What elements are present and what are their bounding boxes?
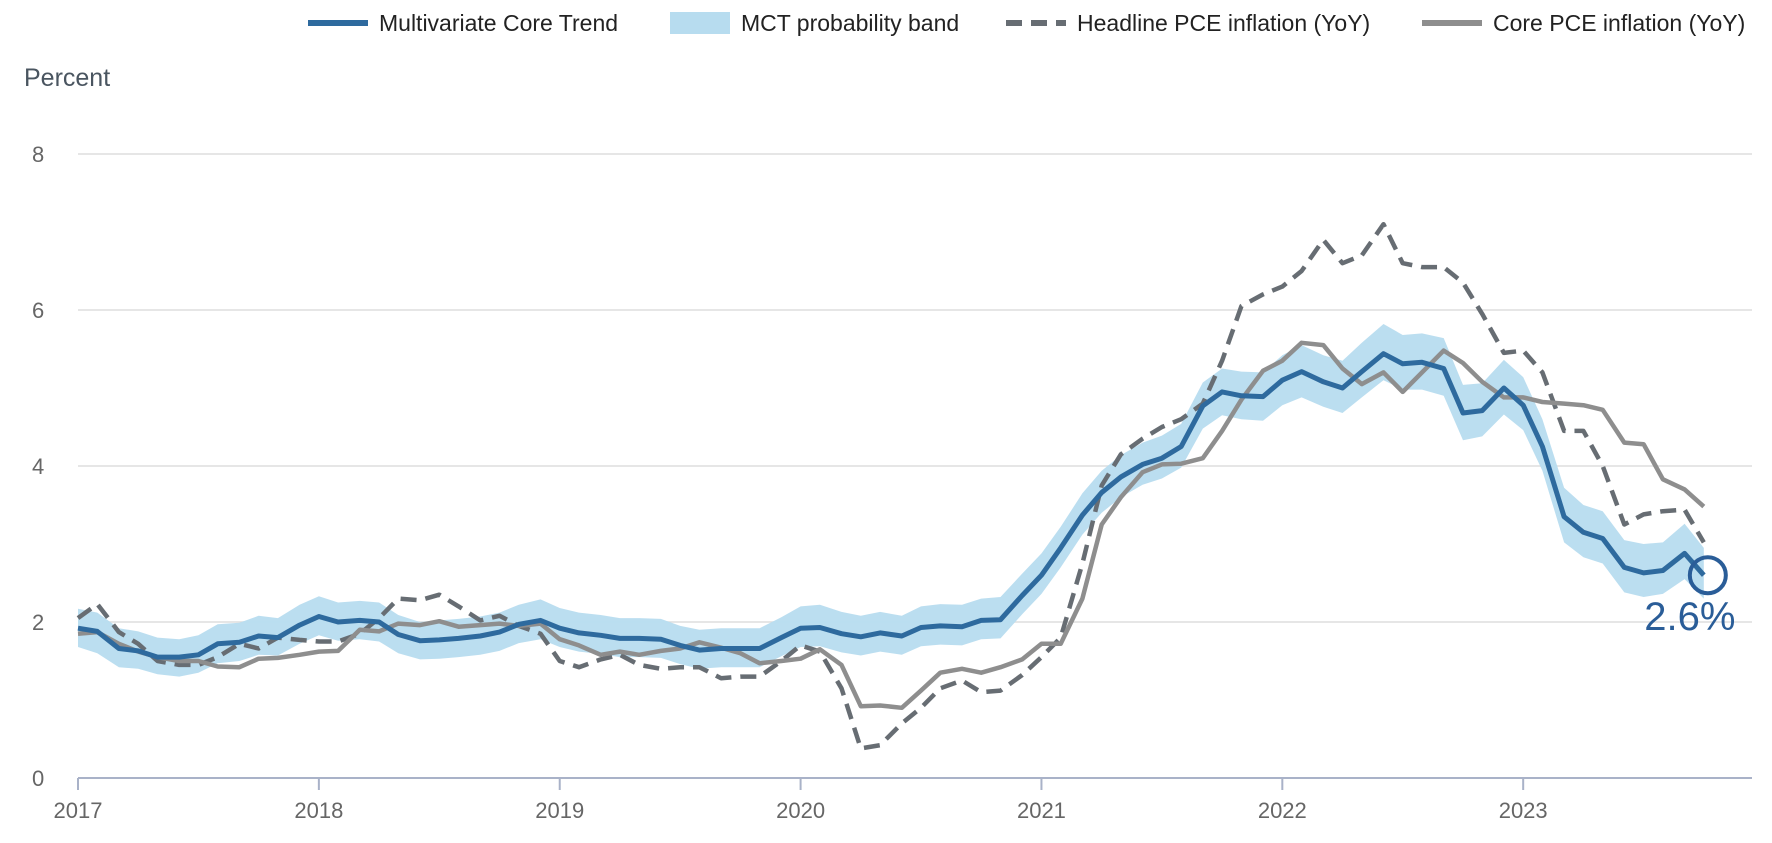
legend-item-headline: Headline PCE inflation (YoY) [1006,10,1370,36]
legend: Multivariate Core Trend MCT probability b… [308,10,1745,36]
axes: 2017 2018 2019 2020 2021 2022 2023 [54,777,1752,823]
y-tick-label: 0 [32,766,44,791]
y-axis-label: Percent [24,64,110,92]
last-value-callout: 2.6% [1644,595,1735,639]
x-tick-label: 2020 [776,798,825,823]
legend-label: Headline PCE inflation (YoY) [1077,10,1370,36]
legend-item-core: Core PCE inflation (YoY) [1422,10,1745,36]
legend-item-mct: Multivariate Core Trend [308,10,618,36]
core-series-line [77,340,1706,711]
x-tick-label: 2018 [294,798,343,823]
headline-series-line [76,221,1706,751]
y-tick-label: 8 [32,142,44,167]
mct-probability-band [78,324,1704,677]
legend-label: MCT probability band [741,10,959,36]
x-tick-label: 2023 [1499,798,1548,823]
y-tick-label: 2 [32,610,44,635]
mct-series-line [77,351,1706,660]
y-tick-label: 6 [32,298,44,323]
callout-layer: 2.6% [1644,555,1735,639]
band-layer [78,324,1704,677]
x-tick-label: 2017 [54,798,103,823]
legend-label: Core PCE inflation (YoY) [1493,10,1745,36]
x-tick-label: 2022 [1258,798,1307,823]
gridlines: 0 2 4 6 8 [32,142,1752,791]
x-tick-label: 2021 [1017,798,1066,823]
legend-label: Multivariate Core Trend [379,10,618,36]
y-tick-label: 4 [32,454,44,479]
legend-item-band: MCT probability band [670,10,959,36]
x-tick-label: 2019 [535,798,584,823]
lines-layer [76,221,1706,751]
last-value-marker [1687,555,1728,596]
legend-swatch-band [670,12,730,34]
